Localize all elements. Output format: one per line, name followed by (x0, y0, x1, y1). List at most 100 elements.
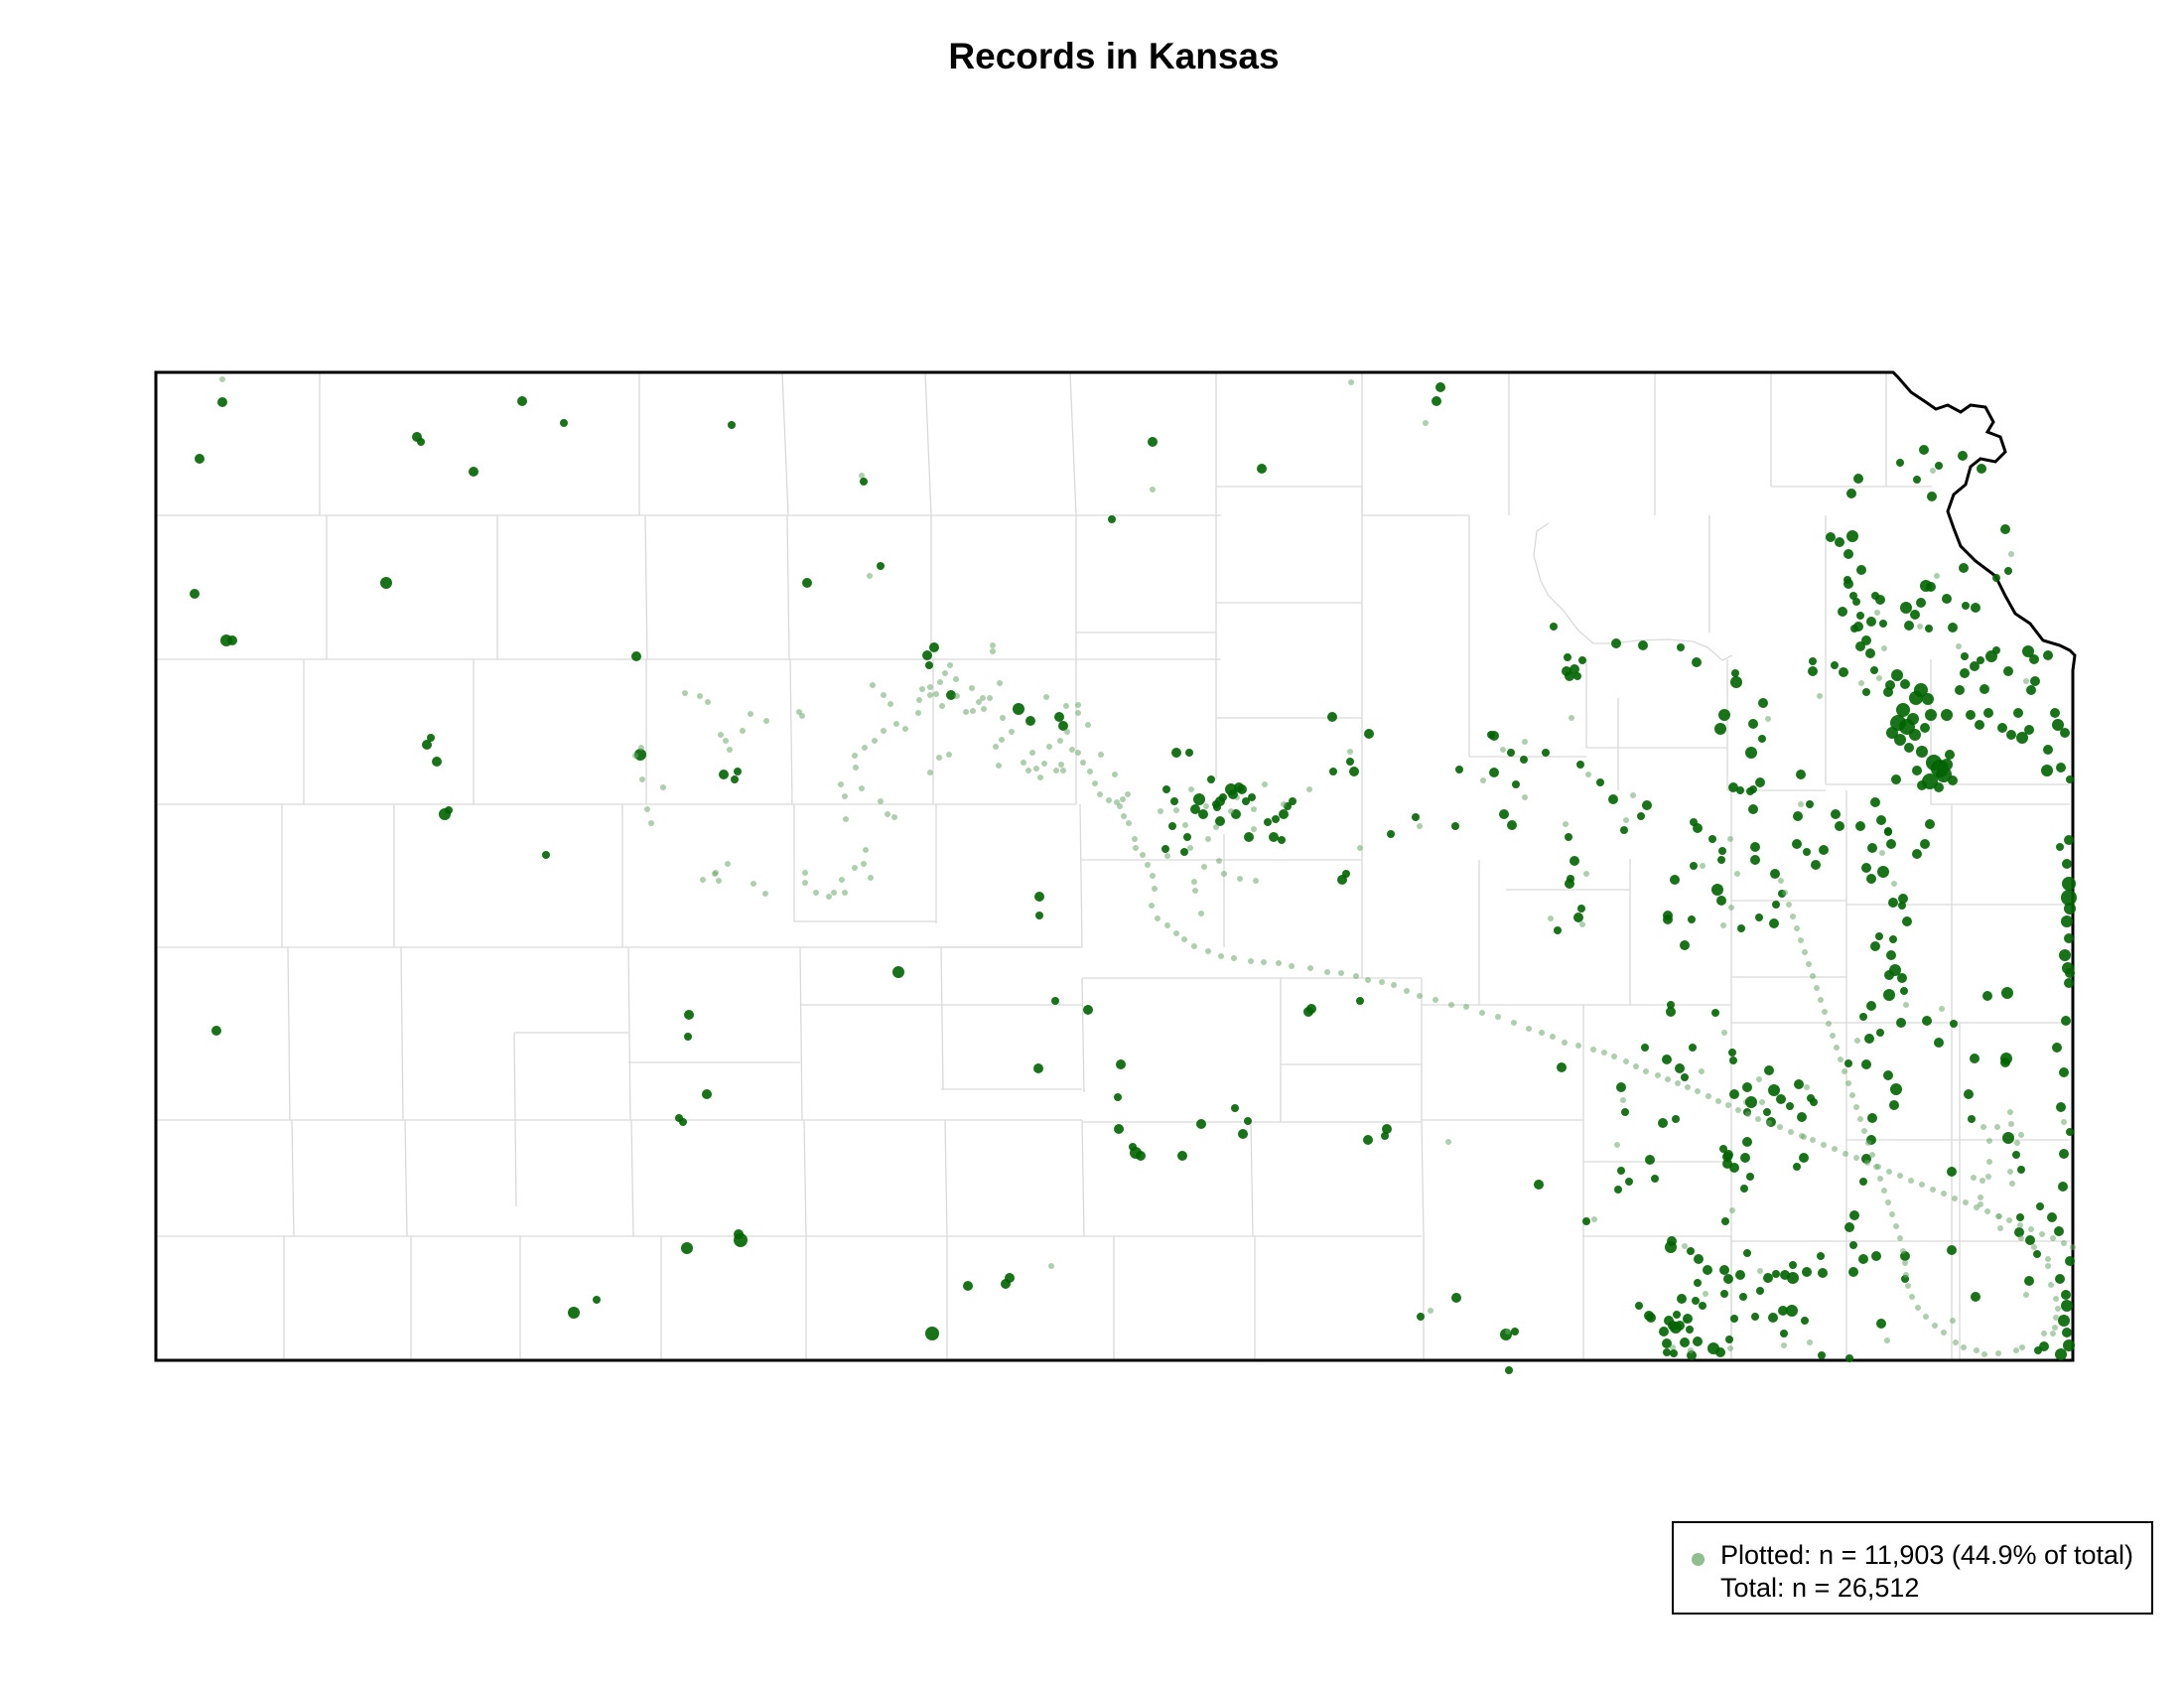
record-point (1158, 808, 1163, 814)
record-point (1670, 1344, 1676, 1350)
record-point (1844, 1059, 1852, 1067)
record-point (1941, 759, 1953, 771)
record-point (1720, 922, 1726, 928)
record-point (1034, 892, 1044, 902)
record-point (1756, 1076, 1762, 1082)
record-point (1585, 772, 1591, 777)
record-point (1658, 1118, 1668, 1128)
record-point (1857, 1116, 1863, 1122)
record-point (1757, 1268, 1763, 1274)
record-point (1193, 793, 1205, 805)
record-point (1180, 848, 1188, 856)
record-point (1751, 1313, 1759, 1321)
record-point (1520, 756, 1528, 764)
record-point (1181, 936, 1187, 942)
record-point (1810, 1137, 1816, 1143)
record-point (1092, 780, 1098, 786)
record-point (1570, 664, 1579, 674)
record-point (1865, 1140, 1871, 1146)
record-point (1903, 1002, 1909, 1008)
record-point (1755, 1116, 1761, 1122)
record-point (1126, 820, 1132, 826)
record-point (1579, 921, 1585, 927)
record-point (1799, 1153, 1809, 1163)
record-point (1718, 847, 1726, 855)
record-point (802, 870, 808, 876)
record-point (2063, 1339, 2075, 1351)
record-point (727, 747, 733, 753)
record-point (1768, 1313, 1778, 1323)
record-point (1234, 782, 1244, 792)
record-point (1986, 1159, 1992, 1165)
record-point (1912, 849, 1922, 859)
record-point (1886, 839, 1896, 849)
record-point (1986, 1138, 1992, 1144)
record-point (1244, 1117, 1252, 1125)
record-point (1982, 991, 1992, 1001)
record-point (1075, 702, 1081, 708)
record-point (681, 1242, 693, 1254)
record-point (1807, 1339, 1813, 1345)
record-point (1925, 709, 1937, 721)
record-point (2031, 1244, 2037, 1250)
record-point (1035, 912, 1043, 919)
record-point (1745, 1096, 1757, 1108)
record-point (2014, 1227, 2024, 1237)
record-point (1849, 592, 1857, 600)
record-point (1941, 709, 1953, 721)
record-point (872, 738, 878, 744)
record-point (2055, 1306, 2061, 1312)
record-point (1782, 890, 1788, 896)
record-point (1191, 879, 1197, 885)
record-point (1874, 610, 1880, 616)
record-point (1700, 863, 1706, 869)
record-point (432, 757, 442, 767)
record-point (2064, 835, 2074, 845)
record-point (1633, 1063, 1639, 1069)
record-point (1433, 997, 1438, 1003)
record-point (1997, 1225, 2003, 1231)
record-point (1839, 667, 1848, 677)
record-point (1849, 1092, 1855, 1098)
record-point (1307, 965, 1313, 971)
record-point (1905, 1283, 1911, 1289)
record-point (1855, 821, 1865, 831)
record-point (1164, 853, 1170, 859)
record-point (1489, 768, 1499, 777)
record-point (2006, 730, 2016, 740)
record-point (1885, 1199, 1891, 1205)
record-point (2019, 1344, 2025, 1350)
record-point (675, 1114, 683, 1122)
record-point (1150, 487, 1156, 492)
record-point (2000, 524, 2010, 534)
record-point (881, 692, 887, 698)
record-point (1132, 836, 1138, 842)
record-point (1451, 822, 1459, 830)
record-point (1248, 958, 1254, 964)
record-point (1005, 1273, 1015, 1283)
record-point (1821, 1142, 1827, 1148)
record-point (1085, 722, 1091, 728)
record-point (1981, 1351, 1987, 1357)
record-point (1554, 926, 1562, 934)
record-point (1196, 1119, 1206, 1129)
record-point (1980, 1124, 1986, 1130)
record-point (1643, 1068, 1649, 1074)
record-point (380, 577, 392, 589)
record-point (1228, 808, 1234, 814)
record-point (2002, 1132, 2014, 1144)
record-point (1867, 1113, 1877, 1123)
record-point (1505, 1366, 1513, 1374)
record-point (1183, 833, 1191, 841)
record-point (946, 752, 952, 758)
record-point (813, 890, 819, 896)
record-point (1112, 772, 1118, 777)
record-point (2052, 1043, 2062, 1053)
record-point (1719, 1145, 1727, 1153)
record-point (1945, 750, 1955, 760)
record-point (1935, 462, 1943, 470)
record-point (1620, 826, 1628, 834)
record-point (1832, 1146, 1838, 1152)
record-point (422, 740, 432, 750)
record-point (1666, 1007, 1676, 1017)
